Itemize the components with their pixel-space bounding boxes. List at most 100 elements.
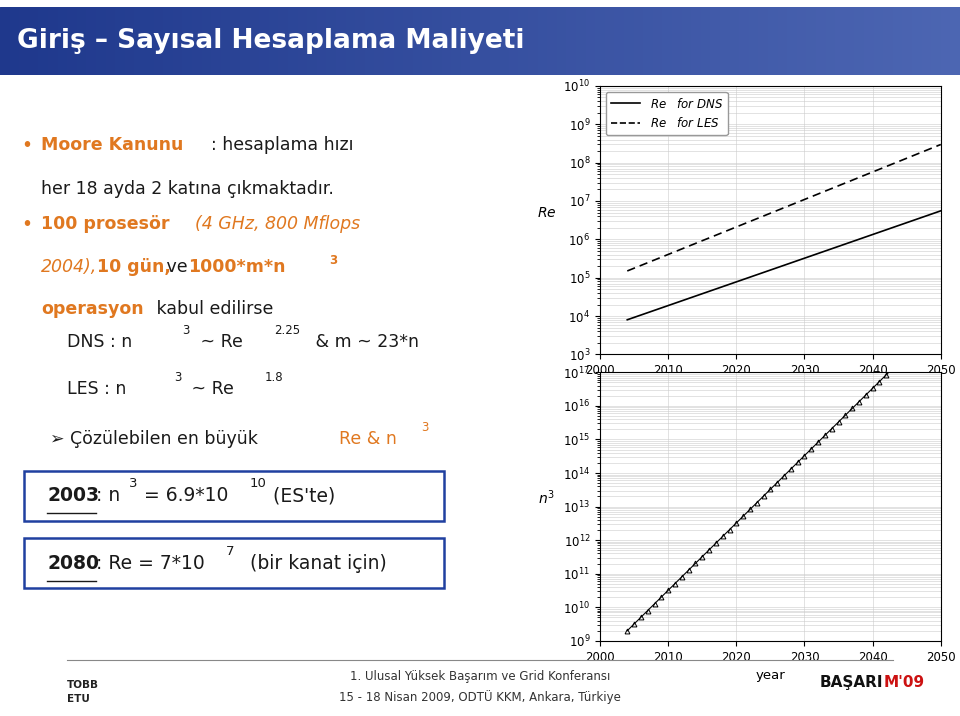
Bar [826,7,837,75]
Bar [269,7,280,75]
Text: Moore Kanunu: Moore Kanunu [41,136,183,154]
Text: 3: 3 [421,421,429,434]
Legend: $Re$   for DNS, $Re$   for LES: $Re$ for DNS, $Re$ for LES [606,92,728,135]
Bar [950,7,960,75]
Bar [346,7,357,75]
Bar [442,7,453,75]
Bar [221,7,232,75]
Text: •: • [21,136,33,155]
Bar [605,7,616,75]
Bar [749,7,760,75]
Bar [614,7,626,75]
Text: 2004),: 2004), [41,258,98,276]
Text: Re & n: Re & n [339,430,396,448]
Bar [461,7,472,75]
Bar [432,7,444,75]
Text: 2080: 2080 [47,553,99,573]
Bar [298,7,309,75]
Text: Giriş – Sayısal Hesaplama Maliyeti: Giriş – Sayısal Hesaplama Maliyeti [17,28,525,54]
Text: 1.8: 1.8 [265,371,283,384]
Text: 10 gün,: 10 gün, [91,258,171,276]
Bar [518,7,530,75]
Bar [490,7,501,75]
Bar [38,7,50,75]
Bar [566,7,578,75]
Bar [278,7,290,75]
Text: (4 GHz, 800 Mflops: (4 GHz, 800 Mflops [195,216,360,233]
FancyBboxPatch shape [24,538,444,589]
Bar [134,7,146,75]
Bar [787,7,799,75]
Text: = 6.9*10: = 6.9*10 [138,486,228,505]
Bar [806,7,818,75]
Bar [912,7,924,75]
Bar [739,7,751,75]
Bar [653,7,664,75]
Bar [557,7,568,75]
Text: TOBB: TOBB [67,680,99,690]
Bar [941,7,952,75]
Bar [163,7,175,75]
Bar [29,7,40,75]
Y-axis label: $Re$: $Re$ [537,206,557,220]
Bar [883,7,895,75]
Text: •: • [21,216,33,234]
Bar [691,7,703,75]
Text: 2003: 2003 [47,486,99,505]
Text: 10: 10 [250,478,267,490]
Y-axis label: $n^3$: $n^3$ [539,488,555,507]
Bar [672,7,684,75]
Text: M'09: M'09 [883,675,924,690]
Text: ~ Re: ~ Re [195,333,243,351]
Bar [509,7,520,75]
Bar [662,7,674,75]
Bar [778,7,789,75]
Bar [413,7,424,75]
Text: ~ Re: ~ Re [186,379,234,398]
Bar [48,7,60,75]
Bar [845,7,856,75]
Bar [701,7,712,75]
Bar [192,7,204,75]
Bar [730,7,741,75]
Bar [470,7,482,75]
Bar [758,7,770,75]
Bar [288,7,300,75]
Bar [67,7,79,75]
Bar [144,7,156,75]
Bar [499,7,511,75]
Bar [326,7,338,75]
Text: ETU: ETU [67,694,90,704]
Text: kabul edilirse: kabul edilirse [151,300,273,318]
Bar [768,7,780,75]
Bar [77,7,88,75]
Bar [384,7,396,75]
Bar [355,7,367,75]
Bar [259,7,271,75]
Bar [480,7,492,75]
Text: 1. Ulusal Yüksek Başarım ve Grid Konferansı: 1. Ulusal Yüksek Başarım ve Grid Konfera… [349,670,611,683]
Text: 3: 3 [329,253,337,266]
Bar [864,7,876,75]
Bar [106,7,117,75]
Text: LES : n: LES : n [67,379,127,398]
Bar [902,7,914,75]
Bar [720,7,732,75]
Bar [317,7,328,75]
Bar [19,7,31,75]
Bar [797,7,808,75]
Bar [528,7,540,75]
Bar [624,7,636,75]
Text: & m ~ 23*n: & m ~ 23*n [310,333,420,351]
Text: her 18 ayda 2 katına çıkmaktadır.: her 18 ayda 2 katına çıkmaktadır. [41,180,334,198]
X-axis label: year: year [756,382,785,396]
Bar [125,7,136,75]
Text: 2.25: 2.25 [275,324,300,337]
Bar [854,7,866,75]
Bar [365,7,376,75]
Bar [307,7,319,75]
Bar [374,7,386,75]
Bar [250,7,261,75]
Bar [595,7,607,75]
FancyBboxPatch shape [24,471,444,521]
